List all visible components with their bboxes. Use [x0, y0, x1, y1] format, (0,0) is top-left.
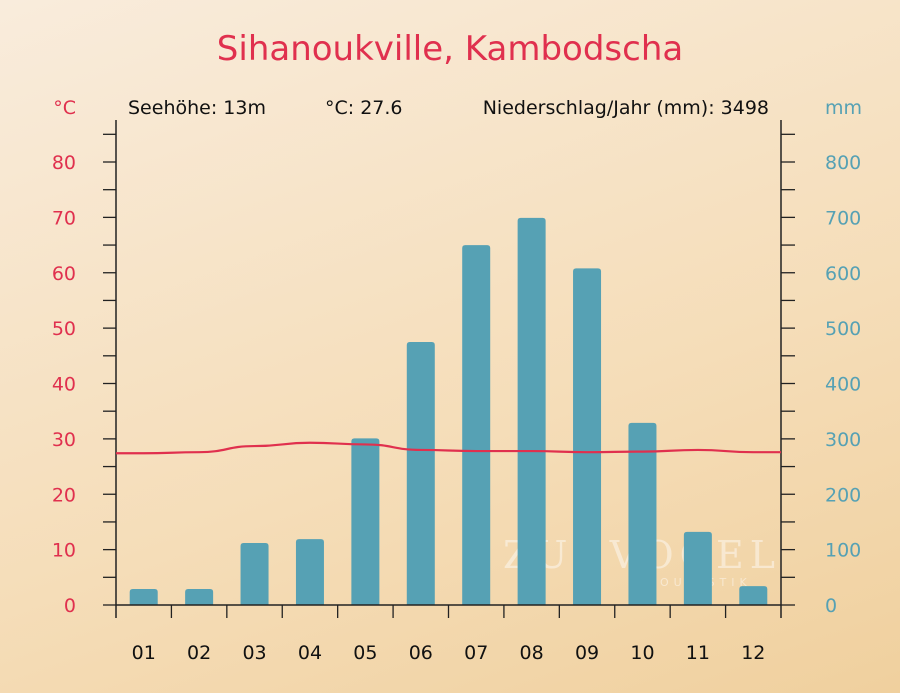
right-tick-label: 400: [825, 374, 861, 396]
right-tick-label: 200: [825, 484, 861, 506]
precipitation-bar: [739, 586, 768, 605]
precipitation-bar: [351, 438, 380, 605]
x-tick-label: 08: [520, 642, 544, 664]
right-axis-unit: mm: [825, 97, 862, 119]
left-tick-label: 0: [64, 595, 76, 617]
left-axis-unit: °C: [53, 97, 76, 119]
x-tick-label: 03: [242, 642, 266, 664]
x-tick-label: 11: [686, 642, 710, 664]
temperature-line: [115, 441, 781, 455]
precipitation-bar: [185, 588, 214, 605]
right-tick-label: 500: [825, 318, 861, 340]
left-tick-label: 40: [52, 374, 76, 396]
precipitation-bar: [573, 268, 602, 605]
precipitation-bar: [628, 422, 657, 605]
x-tick-label: 10: [630, 642, 654, 664]
precipitation-bar: [129, 588, 158, 605]
left-tick-label: 20: [52, 484, 76, 506]
x-tick-label: 04: [298, 642, 322, 664]
x-tick-label: 07: [464, 642, 488, 664]
x-tick-label: 02: [187, 642, 211, 664]
left-tick-label: 60: [52, 263, 76, 285]
right-tick-label: 800: [825, 152, 861, 174]
right-tick-label: 300: [825, 429, 861, 451]
left-tick-label: 30: [52, 429, 76, 451]
left-tick-label: 80: [52, 152, 76, 174]
left-tick-label: 70: [52, 207, 76, 229]
right-tick-label: 0: [825, 595, 837, 617]
right-tick-label: 700: [825, 207, 861, 229]
right-tick-label: 600: [825, 263, 861, 285]
precipitation-bar: [406, 341, 435, 605]
x-tick-label: 01: [132, 642, 156, 664]
x-tick-label: 12: [741, 642, 765, 664]
precipitation-bar: [683, 531, 712, 605]
left-tick-label: 50: [52, 318, 76, 340]
x-tick-label: 06: [409, 642, 433, 664]
temperature-info: °C: 27.6: [325, 97, 403, 119]
precipitation-bar: [517, 217, 546, 605]
precipitation-bar: [462, 245, 491, 605]
x-tick-label: 09: [575, 642, 599, 664]
x-tick-label: 05: [353, 642, 377, 664]
precipitation-info: Niederschlag/Jahr (mm): 3498: [483, 97, 769, 119]
elevation-info: Seehöhe: 13m: [128, 97, 266, 119]
precipitation-bar: [240, 542, 269, 605]
precipitation-bar: [295, 539, 324, 605]
left-tick-label: 10: [52, 540, 76, 562]
right-tick-label: 100: [825, 540, 861, 562]
chart-title: Sihanoukville, Kambodscha: [217, 29, 683, 69]
